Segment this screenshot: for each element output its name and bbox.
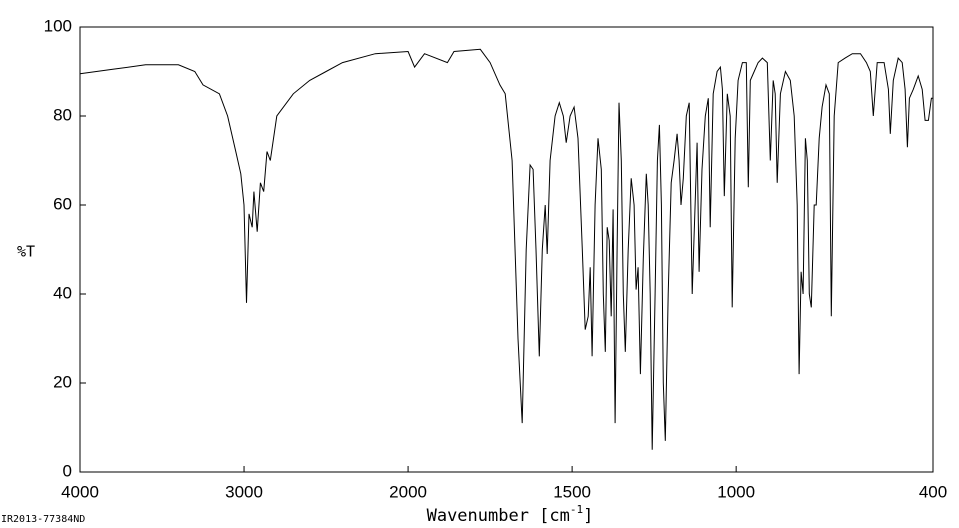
x-axis-label-sup: -1 [570, 503, 583, 516]
x-tick-label: 2000 [389, 482, 427, 501]
x-tick-label: 3000 [225, 482, 263, 501]
x-axis-label-end: ] [583, 506, 593, 526]
y-tick-label: 0 [63, 461, 72, 480]
y-tick-label: 20 [53, 372, 72, 391]
y-tick-label: 80 [53, 105, 72, 124]
plot-frame [79, 26, 934, 473]
x-tick-label: 1000 [717, 482, 755, 501]
spectrum-line [79, 48, 933, 450]
y-axis-label: %T [17, 243, 35, 261]
x-tick-label: 4000 [61, 482, 99, 501]
x-axis-label: Wavenumber [cm-1] [427, 503, 594, 526]
x-tick-label: 1500 [553, 482, 591, 501]
y-tick-label: 100 [44, 16, 72, 35]
x-axis-label-main: Wavenumber [cm [427, 506, 570, 526]
y-tick-label: 40 [53, 283, 72, 302]
y-tick-label: 60 [53, 194, 72, 213]
x-tick-label: 400 [919, 482, 947, 501]
footer: IR2013-77384ND [1, 514, 85, 525]
